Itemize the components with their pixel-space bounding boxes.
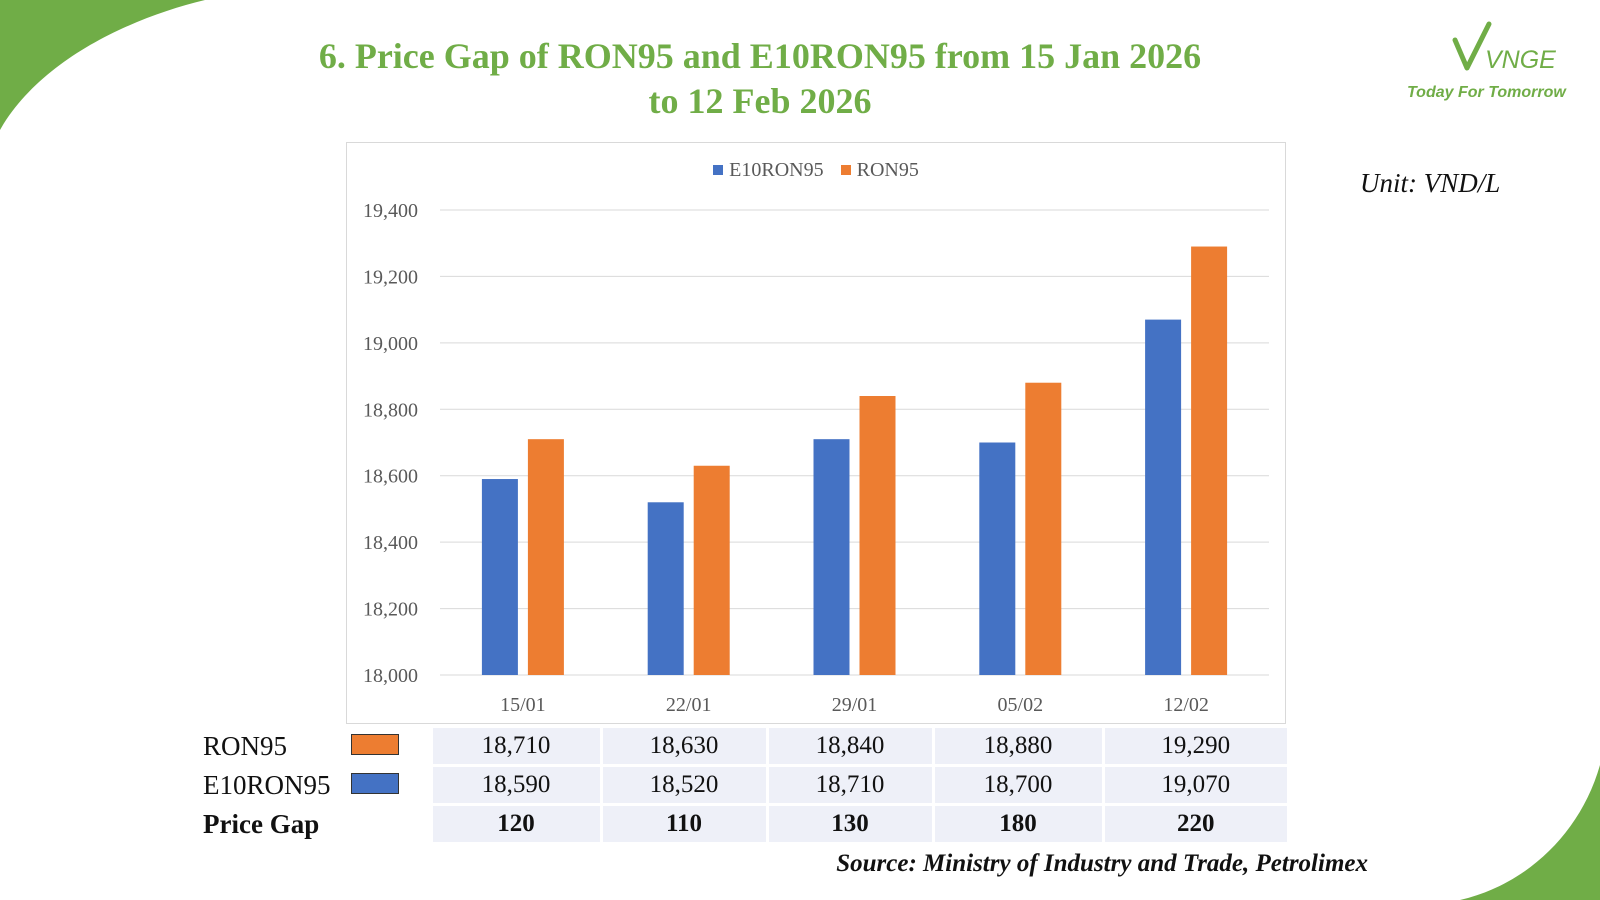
y-tick-label: 18,600 (363, 466, 418, 488)
page-title-line-1: 6. Price Gap of RON95 and E10RON95 from … (318, 36, 1202, 76)
bar-chart: E10RON95 RON95 18,000 18,200 18,400 18,600 1… (346, 142, 1286, 724)
legend-swatch-e10ron95 (713, 165, 724, 175)
bar-e10ron95 (1145, 319, 1182, 675)
table-cell: 180 (931, 803, 1103, 842)
chart-plot-area: 18,000 18,200 18,400 18,600 18,800 19,000 19,2… (363, 200, 1269, 716)
x-tick-label: 05/02 (998, 694, 1044, 716)
bar-e10ron95 (813, 439, 850, 675)
bar-e10ron95 (647, 502, 684, 675)
table-row-ron95: RON95 18,710 18,630 18,840 18,880 19,290 (203, 728, 1287, 766)
bar-ron95 (1191, 246, 1228, 675)
row-label: RON95 (203, 728, 431, 766)
chart-legend: E10RON95 RON95 (347, 159, 1285, 182)
x-tick-label: 29/01 (832, 694, 878, 716)
legend-item-ron95: RON95 (840, 159, 919, 182)
logo-tagline: Today For Tomorrow (1407, 84, 1566, 101)
y-tick-label: 18,400 (363, 532, 418, 554)
table-cell: 18,630 (599, 728, 767, 766)
y-tick-label: 18,200 (363, 599, 418, 621)
row-label: E10RON95 (203, 764, 431, 805)
table-cell: 18,710 (765, 764, 933, 805)
table-row-price-gap: Price Gap 120 110 130 180 220 (203, 803, 1287, 842)
row-legend-key (351, 734, 399, 755)
bar-ron95 (1025, 382, 1062, 675)
y-tick-label: 19,200 (363, 266, 418, 288)
table-cell: 18,590 (429, 764, 601, 805)
x-tick-label: 12/02 (1163, 694, 1209, 716)
table-cell: 220 (1101, 803, 1287, 842)
vnge-logo: VNGE Today For Tomorrow (1395, 20, 1575, 110)
table-cell: 120 (429, 803, 601, 842)
legend-swatch-ron95 (840, 165, 851, 175)
row-label-text: RON95 (203, 730, 288, 761)
legend-item-e10ron95: E10RON95 (713, 159, 824, 182)
table-cell: 18,700 (931, 764, 1103, 805)
bar-ron95 (859, 396, 896, 675)
table-cell: 130 (765, 803, 933, 842)
table-row-e10ron95: E10RON95 18,590 18,520 18,710 18,700 19,070 (203, 764, 1287, 805)
bar-ron95 (527, 439, 564, 675)
corner-swoosh-top-left (0, 0, 205, 130)
unit-label: Unit: VND/L (1360, 168, 1501, 198)
table-cell: 18,710 (429, 728, 601, 766)
row-legend-key (351, 773, 399, 794)
table-cell: 19,290 (1101, 728, 1287, 766)
table-cell: 18,880 (931, 728, 1103, 766)
y-tick-label: 19,400 (363, 200, 418, 222)
row-label-text: E10RON95 (203, 769, 331, 800)
table-cell: 19,070 (1101, 764, 1287, 805)
y-tick-label: 18,800 (363, 399, 418, 421)
y-tick-label: 18,000 (363, 665, 418, 687)
bar-e10ron95 (481, 479, 518, 675)
data-table: RON95 18,710 18,630 18,840 18,880 19,290 E10RO… (203, 728, 1287, 842)
row-label: Price Gap (203, 803, 431, 842)
vnge-logo-letters: VNGE (1485, 46, 1556, 74)
bar-e10ron95 (979, 442, 1016, 675)
table-cell: 18,520 (599, 764, 767, 805)
legend-label-e10ron95: E10RON95 (729, 159, 824, 181)
table-cell: 110 (599, 803, 767, 842)
x-tick-label: 15/01 (500, 694, 546, 716)
corner-swoosh-bottom-right (1460, 765, 1600, 900)
row-label-text: Price Gap (203, 808, 320, 839)
page-title-line-2: to 12 Feb 2026 (648, 81, 872, 121)
legend-label-ron95: RON95 (856, 159, 919, 181)
vnge-logo-mark: VNGE (1452, 21, 1556, 74)
x-tick-label: 22/01 (666, 694, 712, 716)
y-tick-label: 19,000 (363, 333, 418, 355)
page-title: 6. Price Gap of RON95 and E10RON95 from … (260, 34, 1260, 124)
source-note: Source: Ministry of Industry and Trade, … (836, 850, 1368, 877)
bar-ron95 (693, 465, 730, 675)
table-cell: 18,840 (765, 728, 933, 766)
